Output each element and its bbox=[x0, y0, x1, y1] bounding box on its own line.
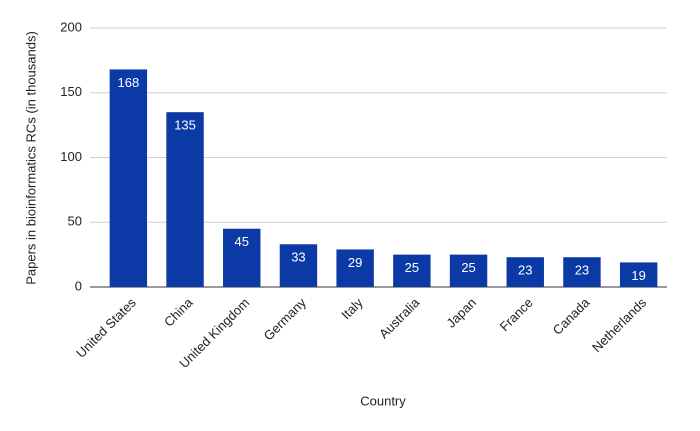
data-label: 29 bbox=[348, 255, 362, 270]
x-tick-label: Canada bbox=[550, 294, 593, 337]
y-tick-label: 100 bbox=[60, 149, 82, 164]
y-tick-label: 150 bbox=[60, 84, 82, 99]
data-label: 33 bbox=[291, 250, 305, 265]
data-label: 23 bbox=[518, 263, 532, 278]
data-label: 168 bbox=[117, 75, 139, 90]
x-tick-label: United States bbox=[73, 295, 139, 361]
x-axis-title: Country bbox=[360, 393, 406, 408]
bar bbox=[393, 254, 431, 287]
x-tick-label: Italy bbox=[338, 295, 366, 323]
data-label: 25 bbox=[405, 260, 419, 275]
y-tick-label: 50 bbox=[68, 214, 82, 229]
bar bbox=[223, 228, 261, 287]
x-tick-label: Japan bbox=[443, 295, 479, 331]
data-label: 25 bbox=[461, 260, 475, 275]
y-axis-title: Papers in bioinformatics RCs (in thousan… bbox=[23, 31, 38, 285]
data-label: 45 bbox=[235, 234, 249, 249]
bar bbox=[619, 262, 658, 287]
bar bbox=[336, 249, 374, 287]
data-label: 23 bbox=[575, 263, 589, 278]
data-label: 135 bbox=[174, 118, 196, 133]
bar bbox=[563, 257, 601, 287]
bar bbox=[166, 112, 204, 287]
x-tick-label: Australia bbox=[376, 294, 423, 341]
bar bbox=[109, 69, 148, 287]
bar bbox=[279, 244, 318, 287]
x-tick-label: Germany bbox=[261, 295, 310, 344]
data-label: 19 bbox=[631, 268, 645, 283]
bar bbox=[449, 254, 488, 287]
y-tick-label: 0 bbox=[75, 278, 82, 293]
bar bbox=[506, 257, 544, 287]
x-tick-label: China bbox=[161, 294, 196, 329]
x-tick-label: France bbox=[497, 295, 536, 334]
x-tick-label: Netherlands bbox=[589, 295, 650, 356]
y-tick-label: 200 bbox=[60, 19, 82, 34]
